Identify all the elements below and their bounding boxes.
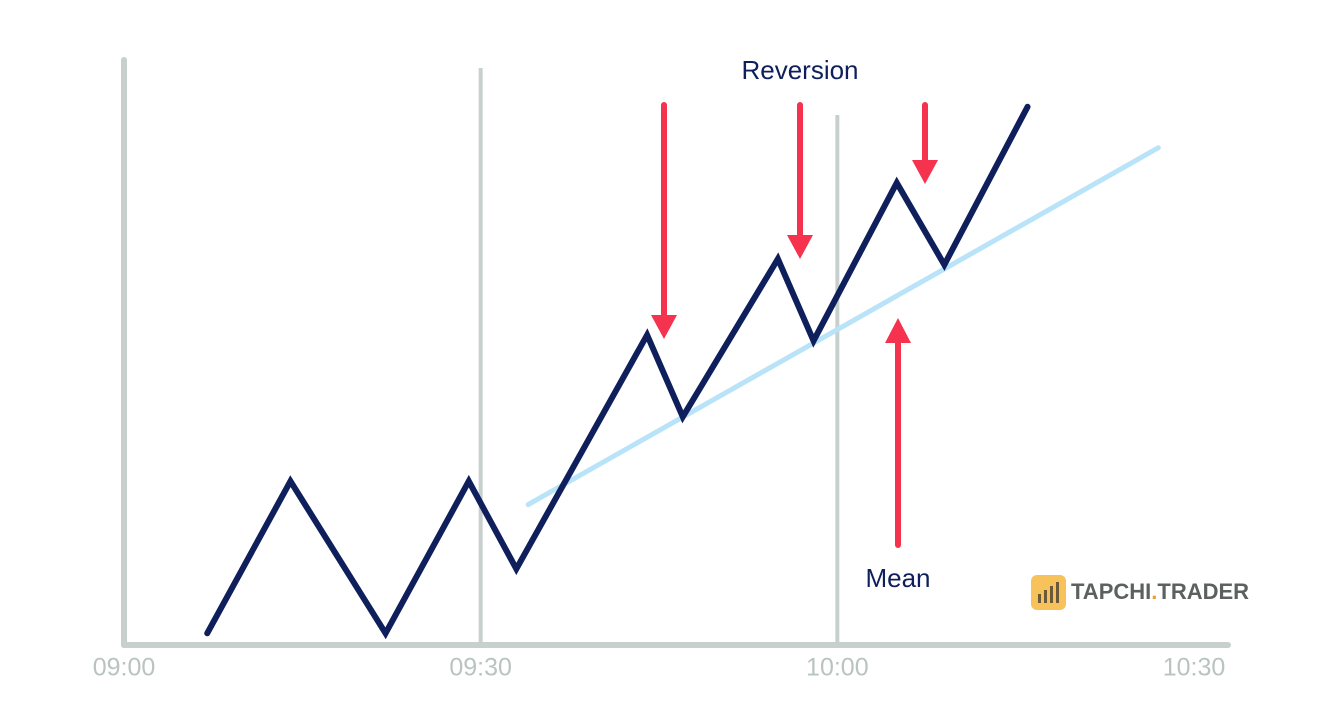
x-tick-label: 09:00: [93, 654, 156, 682]
series-line: [525, 145, 1161, 508]
arrow-head: [651, 315, 677, 339]
arrow-head: [885, 318, 911, 343]
logo-dot: .: [1151, 579, 1157, 604]
x-tick-label: 10:00: [806, 654, 869, 682]
logo-icon: [1031, 575, 1066, 610]
series-line: [204, 103, 1031, 640]
x-ticks: 09:00 09:30 10:00 10:30: [93, 654, 1226, 682]
arrow-head: [912, 160, 938, 184]
logo-bars: [1038, 582, 1059, 603]
watermark: TAPCHI.TRADER: [1031, 575, 1249, 610]
logo-part: TAPCHI: [1071, 579, 1151, 604]
grid: [478, 68, 840, 645]
annotation: Reversion: [741, 55, 858, 85]
lines: [204, 103, 1161, 640]
arrows: [651, 102, 938, 548]
annotation: Mean: [865, 563, 930, 593]
x-tick-label: 10:30: [1163, 654, 1226, 682]
logo-part: TRADER: [1157, 579, 1249, 604]
arrow-head: [787, 235, 813, 259]
x-tick-label: 09:30: [449, 654, 512, 682]
logo-text: TAPCHI.TRADER: [1071, 579, 1249, 604]
